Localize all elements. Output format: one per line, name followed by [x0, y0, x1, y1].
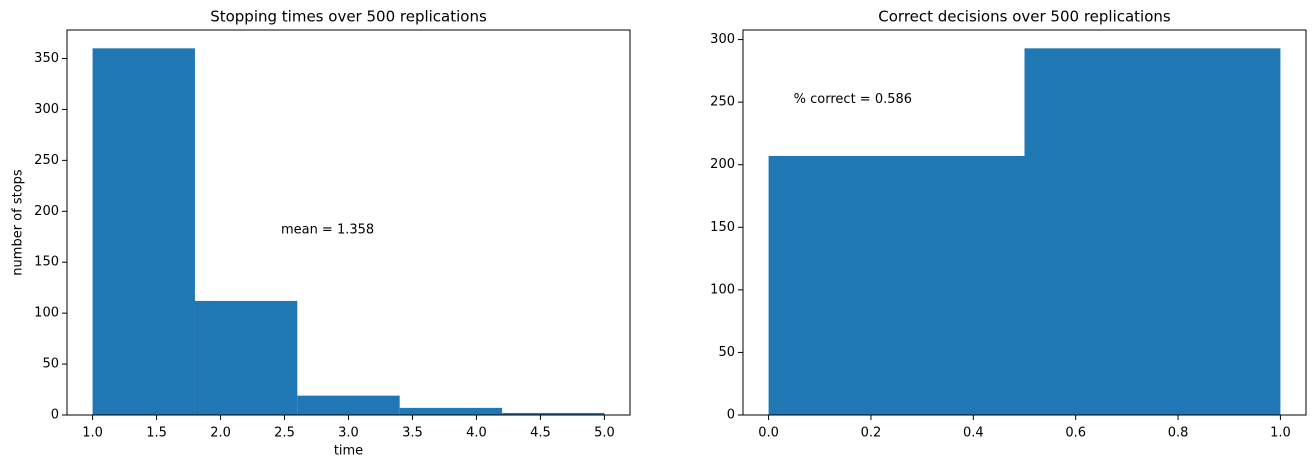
- x-tick-label: 2.5: [274, 426, 295, 441]
- x-tick-label: 3.5: [402, 426, 423, 441]
- x-tick-label: 4.0: [466, 426, 487, 441]
- bar: [768, 155, 1025, 415]
- y-axis-label: number of stops: [11, 169, 26, 276]
- annotation: mean = 1.358: [281, 223, 374, 238]
- axes-frame: [742, 29, 1307, 416]
- y-tick-label: 250: [710, 95, 735, 110]
- x-tick-label: 1.5: [146, 426, 167, 441]
- y-tick-label: 150: [34, 255, 59, 270]
- bar: [1024, 48, 1281, 415]
- x-tick-label: 2.0: [210, 426, 231, 441]
- y-tick-label: 300: [34, 102, 59, 117]
- y-tick-label: 200: [710, 157, 735, 172]
- y-tick-label: 0: [51, 408, 59, 423]
- y-tick-label: 100: [710, 282, 735, 297]
- y-tick-label: 0: [727, 408, 735, 423]
- x-tick-label: 5.0: [594, 426, 615, 441]
- x-tick-label: 1.0: [1270, 426, 1291, 441]
- x-tick-label: 0.2: [861, 426, 882, 441]
- y-tick-label: 50: [718, 345, 735, 360]
- chart-title: Correct decisions over 500 replications: [878, 8, 1171, 26]
- x-tick-label: 1.0: [82, 426, 103, 441]
- x-tick-label: 3.0: [338, 426, 359, 441]
- y-tick-label: 300: [710, 32, 735, 47]
- x-tick-label: 4.5: [530, 426, 551, 441]
- bar: [92, 48, 195, 415]
- bar: [297, 395, 400, 415]
- bar: [194, 300, 298, 415]
- y-tick-label: 50: [42, 357, 59, 372]
- bar: [502, 412, 605, 415]
- y-tick-label: 250: [34, 153, 59, 168]
- y-tick-label: 350: [34, 51, 59, 66]
- y-tick-label: 200: [34, 204, 59, 219]
- y-tick-label: 100: [34, 306, 59, 321]
- x-tick-label: 0.6: [1065, 426, 1086, 441]
- y-tick-label: 150: [710, 220, 735, 235]
- x-tick-label: 0.8: [1168, 426, 1189, 441]
- annotation: % correct = 0.586: [794, 92, 912, 107]
- bar: [399, 407, 503, 415]
- chart-title: Stopping times over 500 replications: [210, 8, 487, 26]
- x-tick-label: 0.4: [963, 426, 984, 441]
- x-axis-label: time: [334, 444, 363, 459]
- x-tick-label: 0.0: [758, 426, 779, 441]
